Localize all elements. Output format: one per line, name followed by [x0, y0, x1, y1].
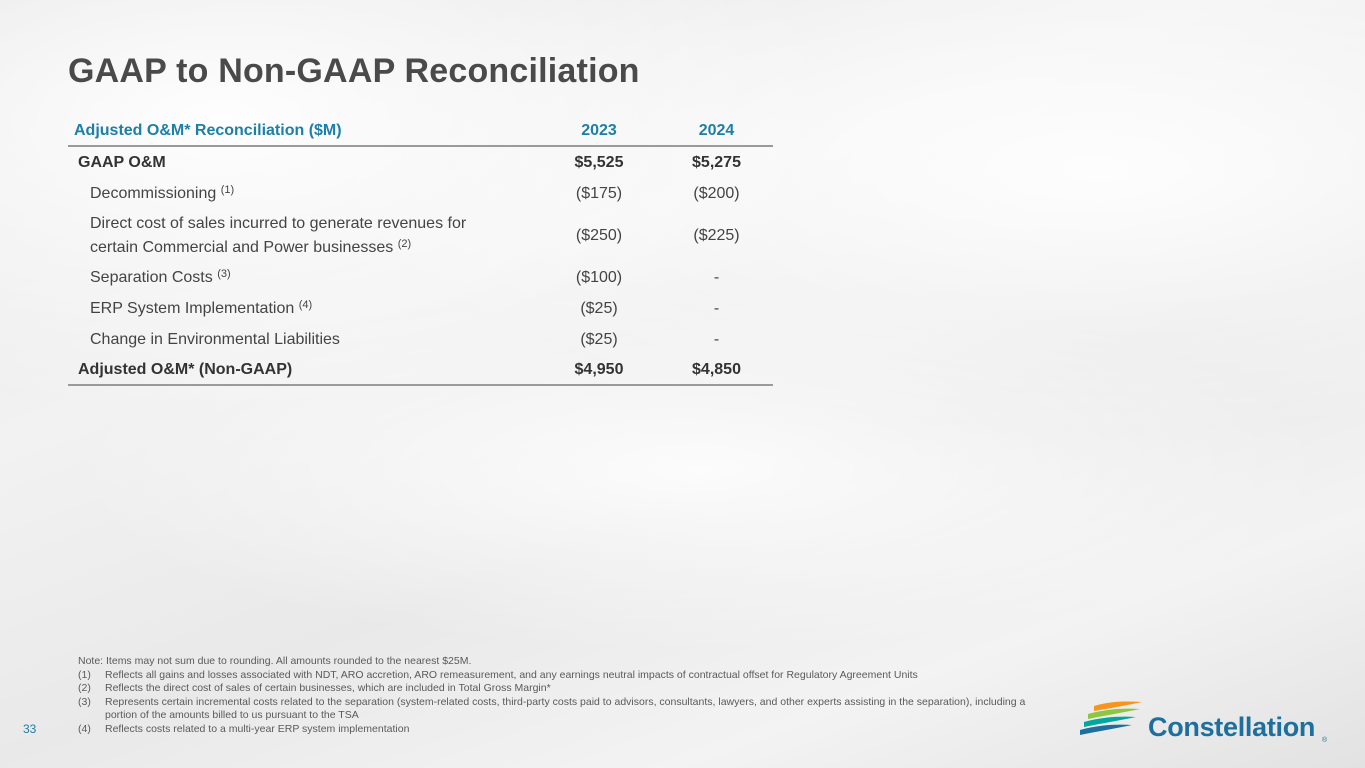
row-value-2023: $5,525: [574, 153, 624, 171]
row-value-2024: -: [713, 299, 720, 317]
footnote-ref: (2): [397, 238, 412, 250]
row-value-2023: ($100): [575, 268, 623, 286]
page-title: GAAP to Non-GAAP Reconciliation: [68, 52, 640, 90]
row-value-2024: ($225): [693, 227, 740, 244]
table-row: Change in Environmental Liabilities ($25…: [68, 324, 773, 355]
row-value-2023: ($25): [580, 330, 618, 348]
table-total-row: Adjusted O&M* (Non-GAAP) $4,950 $4,850: [68, 355, 773, 386]
footnote-item: (4) Reflects costs related to a multi-ye…: [78, 722, 410, 735]
row-value-2024: -: [713, 330, 720, 348]
page-number: 33: [23, 722, 37, 736]
row-label: Change in Environmental Liabilities: [90, 330, 340, 348]
row-value-2023: ($25): [580, 299, 618, 317]
table-header-label: Adjusted O&M* Reconciliation ($M): [68, 116, 538, 147]
constellation-swoosh-icon: [1080, 701, 1142, 735]
logo-registered-mark: ®: [1322, 737, 1328, 744]
footnote-item: (2) Reflects the direct cost of sales of…: [78, 682, 551, 695]
reconciliation-table: Adjusted O&M* Reconciliation ($M) 2023 2…: [68, 116, 773, 386]
footnote-ref: (3): [217, 268, 231, 280]
row-value-2023: ($250): [575, 227, 623, 244]
table-row: GAAP O&M $5,525 $5,275: [68, 146, 773, 178]
footnote-intro: Note: Items may not sum due to rounding.…: [78, 655, 472, 667]
table-header-2023: 2023: [538, 116, 660, 147]
footnote-item: (1) Reflects all gains and losses associ…: [78, 668, 918, 681]
footnotes: Note: Items may not sum due to rounding.…: [78, 655, 1028, 737]
footnote-ref: (1): [220, 184, 235, 196]
table-row: Separation Costs (3) ($100) -: [68, 262, 773, 293]
row-value-2024: $5,275: [692, 153, 741, 171]
row-label: GAAP O&M: [78, 153, 166, 171]
row-label: Direct cost of sales incurred to generat…: [90, 215, 467, 256]
row-value-2024: ($200): [693, 184, 740, 202]
row-value-2024: $4,850: [660, 355, 773, 386]
row-value-2023: $4,950: [538, 355, 660, 386]
logo-wordmark: Constellation: [1148, 712, 1316, 742]
table-row: Direct cost of sales incurred to generat…: [68, 209, 773, 262]
table-row: ERP System Implementation (4) ($25) -: [68, 293, 773, 324]
table-row: Decommissioning (1) ($175) ($200): [68, 178, 773, 209]
footnote-ref: (4): [298, 299, 313, 311]
row-label: Decommissioning (1): [90, 184, 235, 202]
row-label: Separation Costs (3): [90, 268, 231, 286]
table-header-row: Adjusted O&M* Reconciliation ($M) 2023 2…: [68, 116, 773, 147]
constellation-logo: Constellation ®: [1080, 700, 1330, 745]
row-value-2023: ($175): [575, 184, 623, 202]
row-label: ERP System Implementation (4): [90, 299, 313, 317]
row-value-2024: -: [713, 268, 720, 286]
footnote-item: (3) Represents certain incremental costs…: [78, 695, 1026, 722]
row-label: Adjusted O&M* (Non-GAAP): [68, 355, 538, 386]
table-header-2024: 2024: [660, 116, 773, 147]
